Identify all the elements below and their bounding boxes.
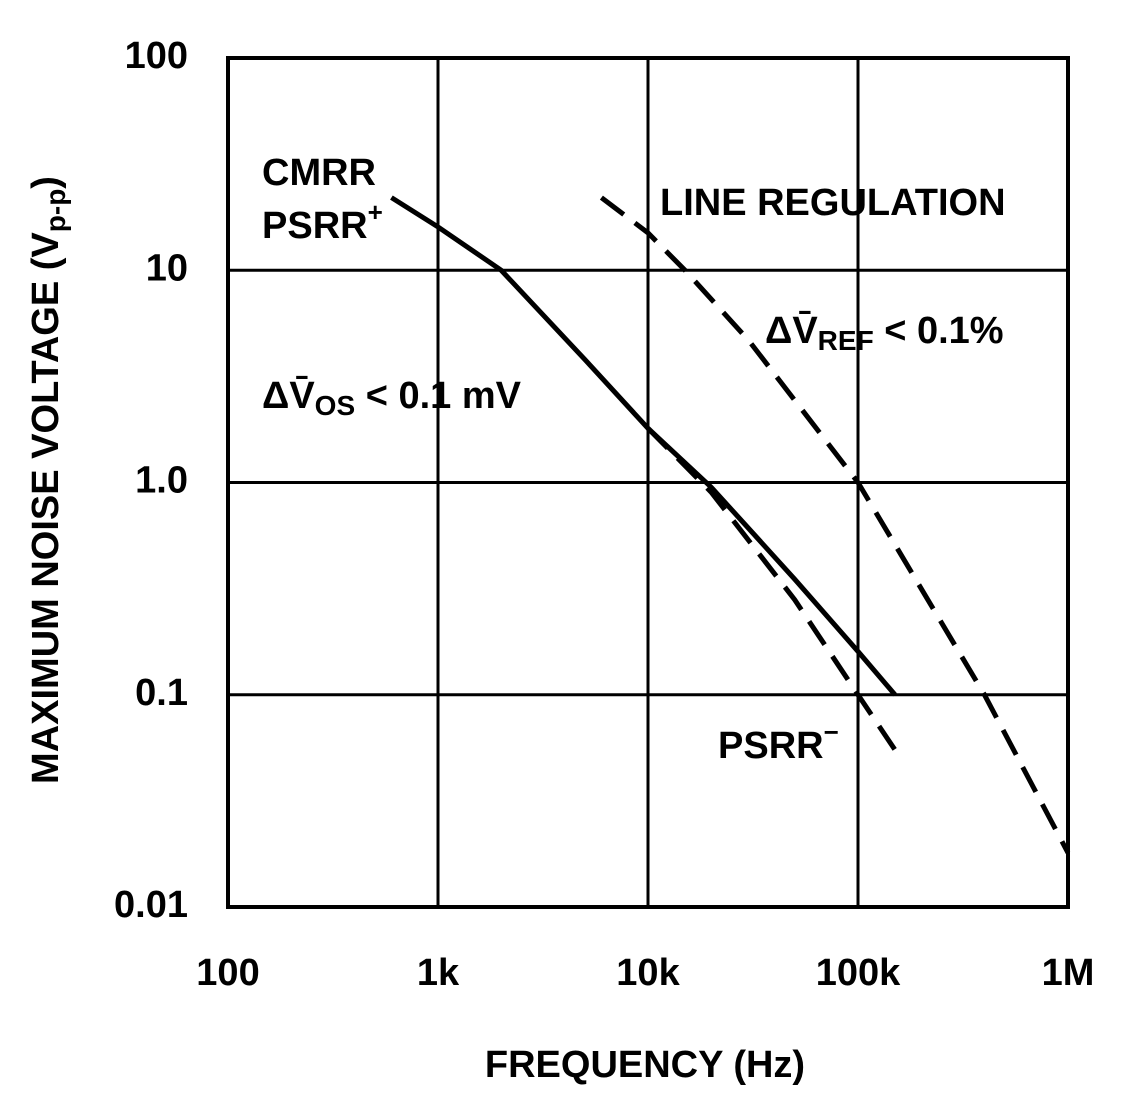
y-tick-label: 1.0 <box>135 460 188 502</box>
series-line <box>646 426 898 752</box>
y-tick-label: 100 <box>125 35 188 77</box>
annotation: PSRR+ <box>262 197 383 247</box>
x-tick-label: 100 <box>196 952 259 994</box>
annotation: ΔV̄OS < 0.1 mV <box>262 375 522 422</box>
y-tick-label: 0.1 <box>135 672 188 714</box>
annotation-text: ΔV̄ <box>765 310 818 352</box>
y-axis-title-text: ) <box>25 176 67 189</box>
x-tick-label: 10k <box>616 952 680 994</box>
annotation: ΔV̄REF < 0.1% <box>765 310 1004 357</box>
x-axis-title: FREQUENCY (Hz) <box>485 1044 805 1086</box>
y-axis-title-sub: p-p <box>40 189 71 233</box>
annotation-text: < 0.1% <box>874 310 1004 352</box>
annotation-text: < 0.1 mV <box>355 375 521 417</box>
annotation: CMRR <box>262 152 376 194</box>
annotation-sup: + <box>368 197 383 227</box>
series-line <box>390 195 897 697</box>
annotation-text: PSRR <box>262 205 368 247</box>
annotation-sup: − <box>824 717 839 747</box>
annotation-text: LINE REGULATION <box>660 182 1006 224</box>
annotation-text: ΔV̄ <box>262 375 315 417</box>
y-tick-label: 10 <box>146 247 188 289</box>
x-tick-label: 1M <box>1042 952 1095 994</box>
annotation-text: CMRR <box>262 152 376 194</box>
series-line <box>599 195 1071 854</box>
annotation: PSRR− <box>718 717 839 767</box>
x-tick-label: 100k <box>816 952 901 994</box>
annotation-text: PSRR <box>718 725 824 767</box>
x-tick-label: 1k <box>417 952 460 994</box>
y-axis-title-text: MAXIMUM NOISE VOLTAGE (V <box>25 232 67 784</box>
y-tick-label: 0.01 <box>114 884 188 926</box>
annotation-sub: OS <box>315 390 355 421</box>
annotation: LINE REGULATION <box>660 182 1006 224</box>
annotation-sub: REF <box>818 325 874 356</box>
y-axis-title: MAXIMUM NOISE VOLTAGE (Vp-p) <box>25 176 71 784</box>
